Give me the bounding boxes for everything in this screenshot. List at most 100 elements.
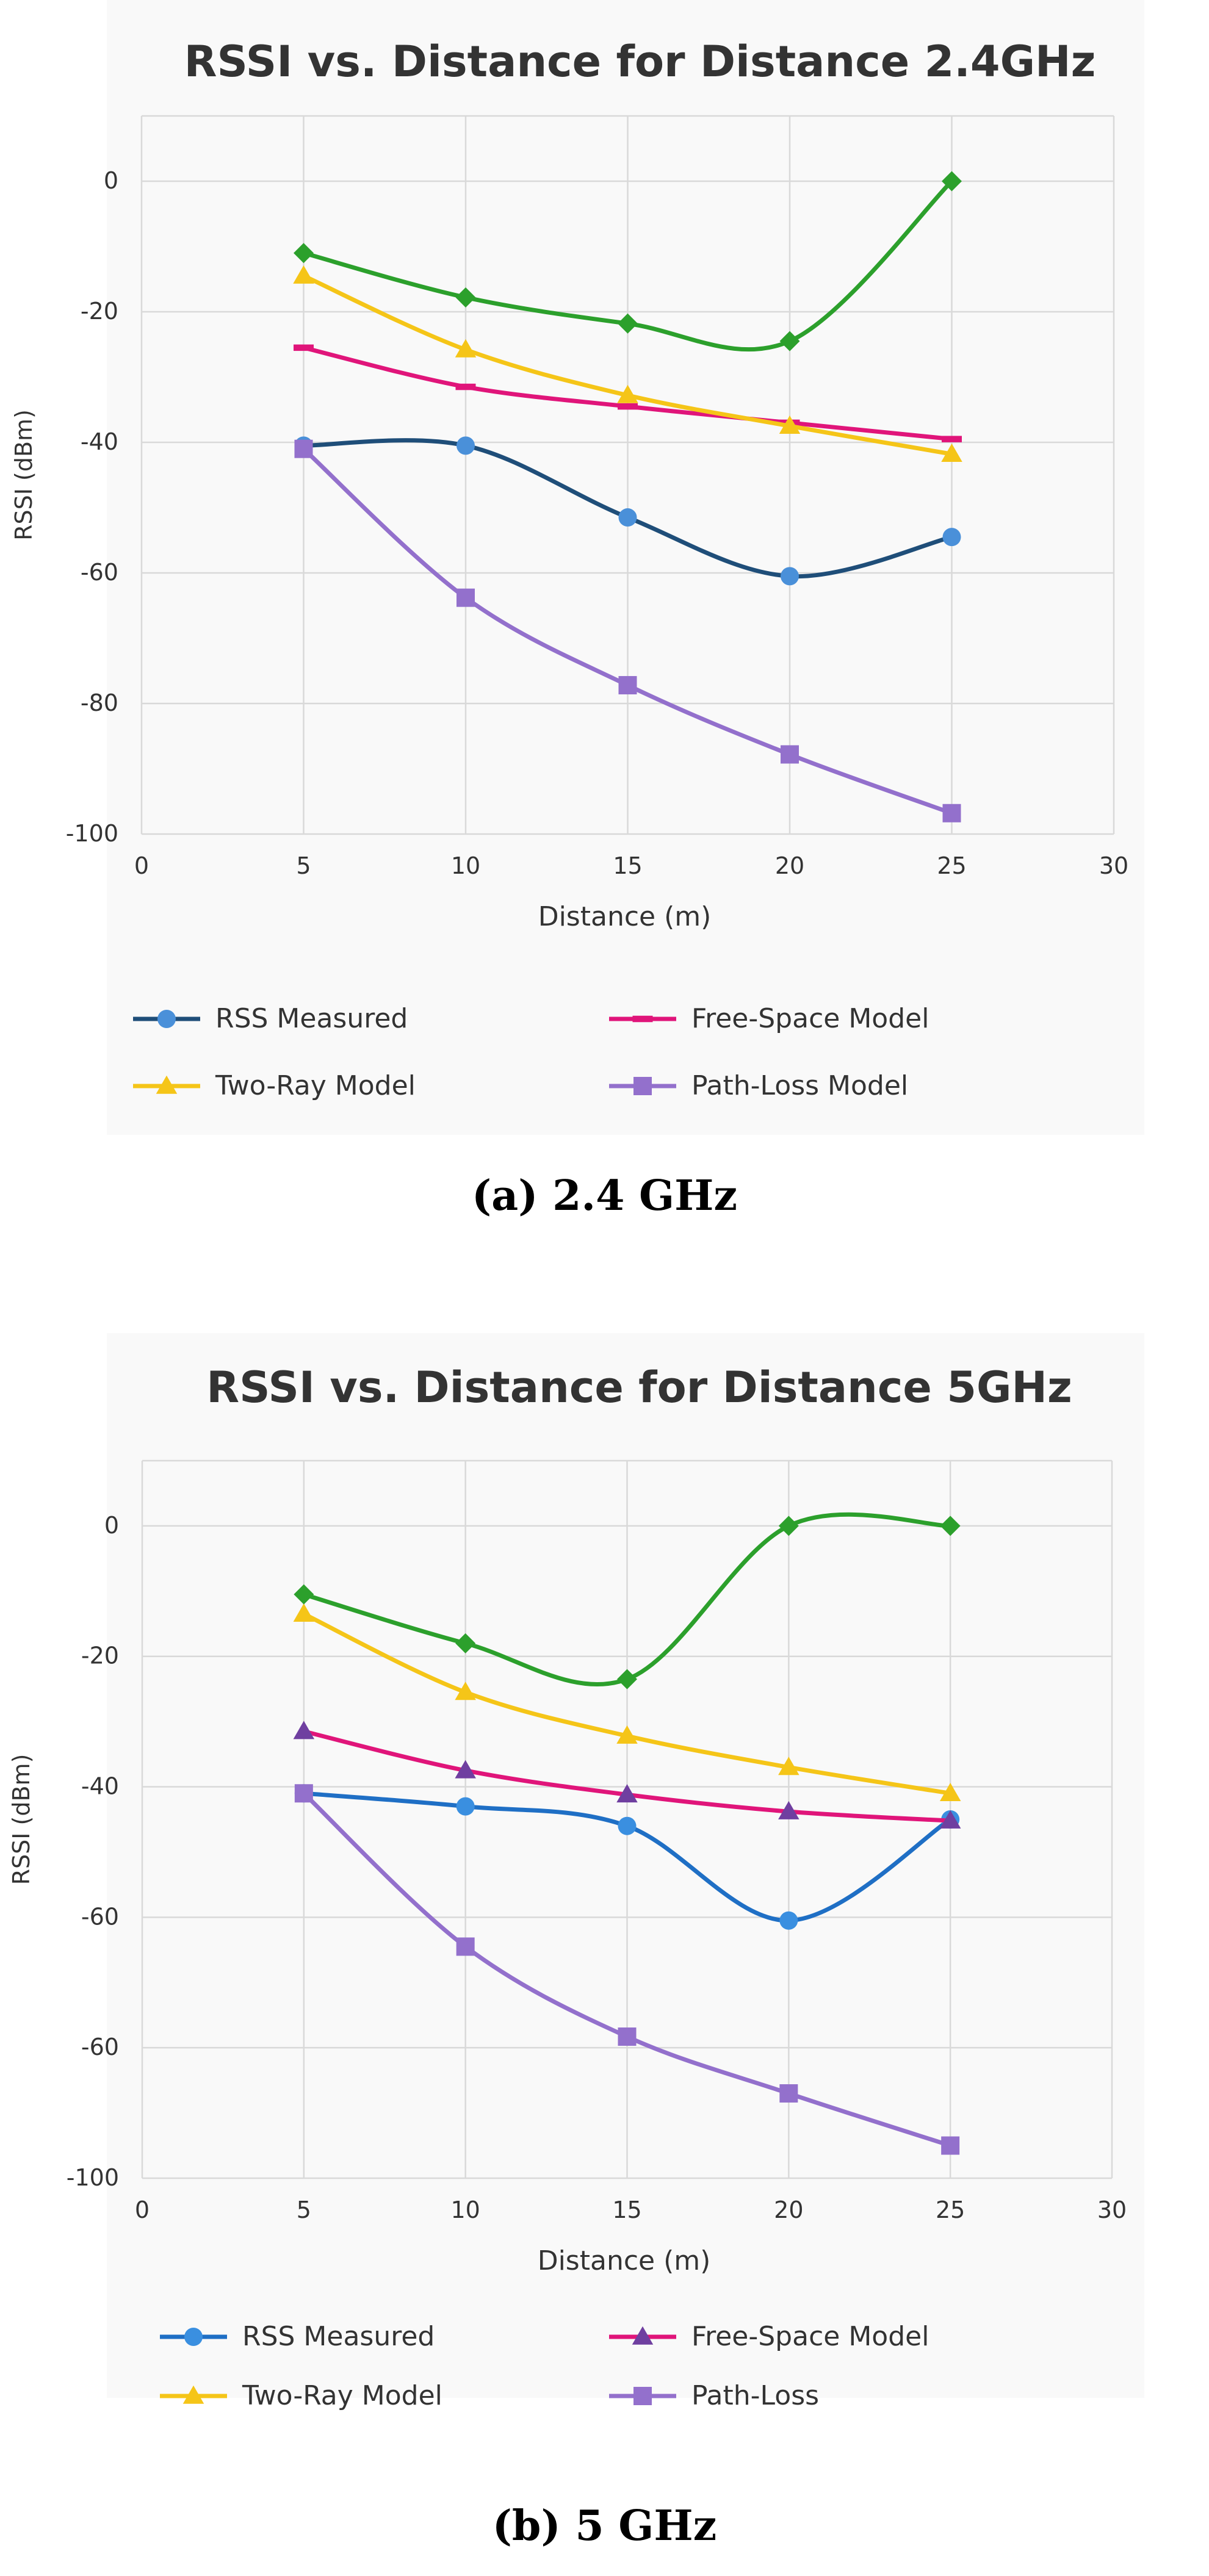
legend-swatch-marker [633,2387,652,2405]
series-line-rss-measured [301,1791,953,1923]
legend-swatch-marker [632,2326,654,2345]
legend-swatch-marker [632,1015,653,1023]
chart-title: RSSI vs. Distance for Distance 2.4GHz [184,37,1096,87]
x-tick-label: 30 [1097,2196,1127,2223]
data-point [779,416,801,434]
data-point [293,1721,315,1740]
data-point [455,287,476,308]
legend-swatch-marker [157,1010,176,1028]
y-tick-label: -20 [81,1642,119,1669]
y-tick-label: -20 [81,298,118,325]
legend-label: RSS Measured [215,1003,408,1034]
x-axis-label: Distance (m) [538,901,712,932]
y-tick-label: -60 [81,1903,119,1930]
data-point [778,1801,799,1819]
data-point [455,1760,476,1779]
data-point [779,331,800,351]
data-point [781,745,799,764]
data-point [294,1784,313,1803]
y-tick-label: -40 [81,1773,119,1800]
data-point [455,1633,476,1653]
legend-label: RSS Measured [242,2321,435,2352]
legend-label: Two-Ray Model [215,1070,416,1101]
x-tick-label: 25 [936,2196,965,2223]
data-point [617,384,638,403]
data-point [781,567,799,586]
y-tick-label: 0 [104,167,118,194]
x-axis-label: Distance (m) [538,2245,711,2276]
data-point [455,383,476,390]
data-point [618,508,637,527]
caption-a: (a) 2.4 GHz [472,1171,737,1220]
chart-a-svg: RSSI vs. Distance for Distance 2.4GHz 0 -2… [10,37,1128,1101]
data-point [618,1816,637,1835]
chart-panel-b [107,1333,1144,2398]
data-point [455,339,477,358]
data-point [294,344,314,351]
y-tick-label: -60 [81,2034,119,2060]
data-point [456,1937,475,1956]
legend-swatch-marker [184,2328,203,2346]
x-tick-label: 25 [937,852,966,879]
data-point [457,436,475,455]
y-axis-label: RSSI (dBm) [10,409,37,541]
data-point [293,265,314,284]
data-point [616,1725,638,1744]
data-point [779,1911,798,1930]
legend-label: Path-Loss [691,2380,819,2410]
x-tick-label: 0 [135,2196,150,2223]
legend-swatch-marker [182,2385,204,2404]
x-tick-label: 20 [774,2196,803,2223]
legend-label: Path-Loss Model [691,1070,908,1101]
data-point [940,1516,961,1536]
x-tick-label: 15 [612,2196,641,2223]
data-point [618,676,637,695]
data-point [939,1782,961,1801]
data-point [618,403,638,410]
data-point [455,1682,476,1700]
x-tick-label: 5 [296,852,311,879]
x-tick-label: 15 [613,852,642,879]
data-point [942,528,961,547]
data-point [941,444,962,462]
data-point [616,1784,638,1803]
x-tick-label: 10 [450,2196,480,2223]
legend-label: Two-Ray Model [242,2380,442,2410]
legend-label: Free-Space Model [691,2321,929,2352]
legend-swatch-marker [633,1077,652,1095]
data-point [293,1603,315,1622]
data-point [939,1810,961,1829]
legend-swatch-marker [156,1075,178,1094]
x-tick-label: 5 [297,2196,311,2223]
legend-label: Free-Space Model [691,1003,929,1034]
data-point [779,2084,798,2103]
x-tick-label: 30 [1099,852,1128,879]
data-point [778,1516,799,1536]
data-point [778,1757,799,1775]
y-tick-label: -100 [67,2164,119,2191]
data-point [294,243,314,264]
y-tick-label: -60 [81,559,118,586]
data-point [618,2027,637,2046]
data-point [456,1797,475,1816]
data-point [941,2136,960,2155]
data-point [618,313,638,334]
chart-title: RSSI vs. Distance for Distance 5GHz [206,1362,1072,1412]
data-point [294,439,313,458]
data-point [942,171,962,192]
y-tick-label: 0 [104,1512,119,1539]
chart-panel-a [107,0,1144,1135]
series-line-overall-shadowing-model [301,179,954,352]
y-tick-label: -80 [81,689,118,716]
x-tick-label: 0 [134,852,149,879]
x-tick-label: 10 [451,852,480,879]
data-point [617,1669,637,1689]
data-point [942,436,962,442]
y-axis-label: RSSI (dBm) [8,1754,35,1885]
y-tick-label: -100 [66,820,118,847]
data-point [457,588,475,607]
data-point [294,1584,314,1605]
x-tick-label: 20 [775,852,804,879]
caption-b: (b) 5 GHz [492,2502,717,2550]
data-point [942,804,961,822]
